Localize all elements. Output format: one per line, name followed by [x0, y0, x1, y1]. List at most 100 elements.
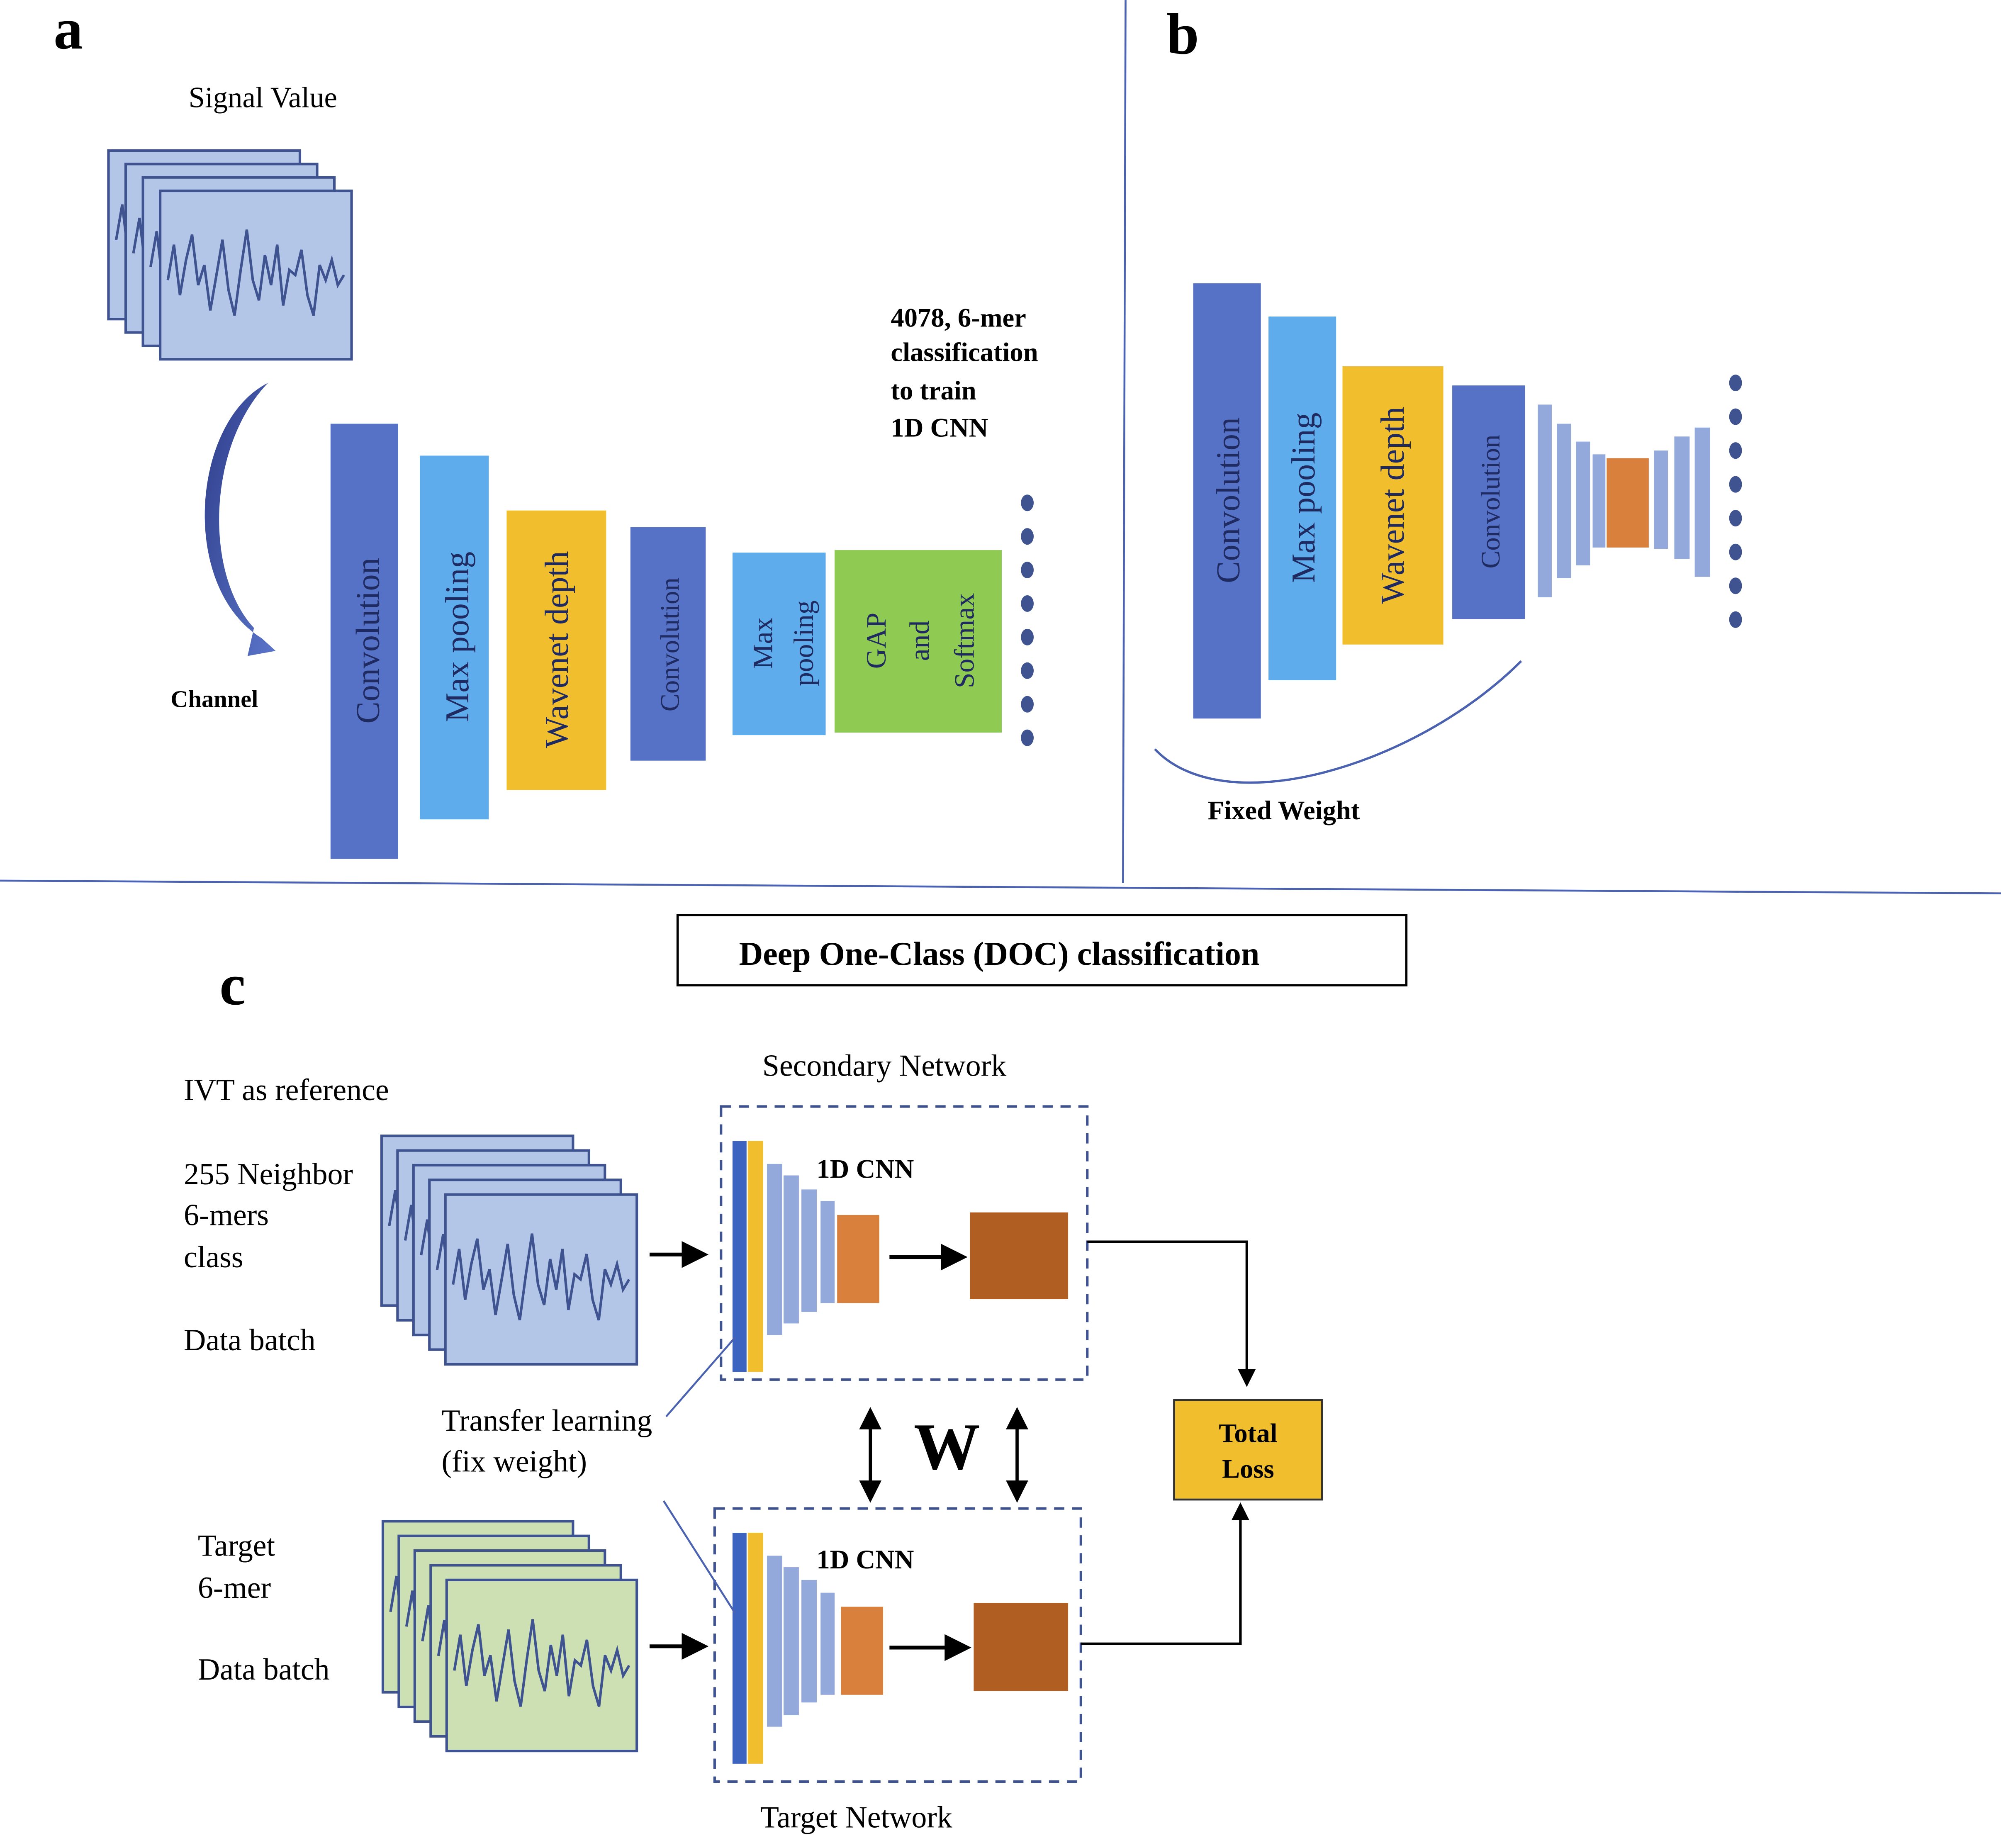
divider-vertical: [1123, 0, 1125, 883]
panel-a: a Signal Value Channel 4078, 6-mer class…: [54, 0, 1038, 859]
signal-value-label: Signal Value: [189, 82, 337, 114]
secondary-cnn-yellow: [748, 1141, 763, 1372]
note-line-4: 1D CNN: [891, 412, 988, 442]
a-maxpool2-label-2: pooling: [788, 600, 819, 686]
secondary-to-loss-connector: [1087, 1242, 1247, 1383]
funnel-bar: [1695, 428, 1710, 577]
funnel-bar: [820, 1201, 835, 1303]
neighbor-label-2: 6-mers: [184, 1198, 269, 1232]
target-label-1: Target: [198, 1528, 275, 1562]
output-dot: [1021, 494, 1034, 511]
b-conv2-label: Convolution: [1475, 435, 1505, 569]
output-dot: [1729, 375, 1742, 391]
secondary-network-label: Secondary Network: [762, 1049, 1006, 1083]
funnel-bar: [820, 1593, 835, 1695]
panel-c-letter: c: [219, 952, 246, 1017]
funnel-bar: [784, 1567, 799, 1715]
panel-b-letter: b: [1166, 1, 1199, 66]
transfer-label-1: Transfer learning: [441, 1403, 652, 1437]
target-output-brown: [974, 1603, 1068, 1691]
target-label-2: 6-mer: [198, 1570, 271, 1605]
panel-c: Deep One-Class (DOC) classification c IV…: [184, 915, 1406, 1834]
target-signal-stack: [383, 1521, 637, 1751]
funnel-bar: [1557, 424, 1571, 578]
funnel-bar: [1576, 442, 1590, 565]
transfer-pointer-top: [666, 1337, 735, 1417]
b-maxpool-label: Max pooling: [1285, 412, 1322, 583]
a-softmax-label: Softmax: [949, 593, 980, 688]
target-batch-label: Data batch: [198, 1652, 330, 1686]
output-dot: [1021, 696, 1034, 713]
output-dot: [1729, 442, 1742, 459]
output-dot: [1729, 510, 1742, 526]
target-feature-orange: [841, 1607, 883, 1695]
output-dot: [1729, 611, 1742, 628]
transfer-label-2: (fix weight): [441, 1444, 587, 1478]
output-dot: [1021, 629, 1034, 645]
classification-note: 4078, 6-mer classification to train 1D C…: [891, 303, 1038, 443]
w-label: W: [914, 1410, 980, 1483]
divider-horizontal: [0, 881, 2001, 894]
transfer-pointer-bottom: [664, 1501, 735, 1613]
output-dot: [1729, 409, 1742, 425]
total-loss-label-2: Loss: [1222, 1454, 1274, 1484]
funnel-bar: [1538, 404, 1552, 597]
target-cnn-label: 1D CNN: [816, 1544, 914, 1574]
a-gap-label: GAP: [861, 613, 892, 669]
neighbor-label-1: 255 Neighbor: [184, 1157, 353, 1191]
funnel-bar: [1607, 458, 1649, 548]
a-conv1-label: Convolution: [350, 558, 387, 724]
b-wavenet-label: Wavenet depth: [1375, 407, 1411, 604]
output-dot: [1729, 544, 1742, 560]
output-dot: [1021, 730, 1034, 746]
signal-stack: [109, 151, 352, 359]
funnel-bar: [801, 1189, 817, 1312]
output-dot: [1021, 528, 1034, 545]
panel-b: b Convolution Max pooling Wavenet depth …: [1155, 1, 1742, 825]
a-output-dots: [1021, 494, 1034, 746]
target-to-loss-connector: [1081, 1506, 1241, 1643]
panel-a-letter: a: [54, 0, 83, 61]
neighbor-label-3: class: [184, 1240, 243, 1274]
funnel-bar: [767, 1556, 782, 1726]
fixed-weight-label: Fixed Weight: [1208, 795, 1360, 825]
output-dot: [1021, 662, 1034, 679]
ivt-reference-label: IVT as reference: [184, 1073, 389, 1107]
output-dot: [1729, 577, 1742, 594]
secondary-cnn-funnel: [767, 1164, 835, 1335]
total-loss-box: [1174, 1400, 1322, 1500]
secondary-cnn-label: 1D CNN: [816, 1154, 914, 1184]
note-line-2: classification: [891, 337, 1038, 367]
a-maxpool2-label-1: Max: [747, 617, 778, 669]
output-dot: [1729, 476, 1742, 493]
funnel-bar: [801, 1580, 817, 1702]
target-cnn-yellow: [748, 1533, 763, 1764]
target-cnn-conv: [733, 1533, 747, 1764]
a-wavenet-label: Wavenet depth: [539, 551, 575, 748]
curved-arrow-icon: [205, 383, 276, 656]
note-line-3: to train: [891, 375, 976, 405]
channel-label: Channel: [170, 685, 258, 712]
a-conv2-label: Convolution: [655, 577, 685, 711]
doc-title: Deep One-Class (DOC) classification: [739, 936, 1259, 972]
funnel-bar: [767, 1164, 782, 1335]
funnel-bar: [784, 1176, 799, 1324]
b-output-dots: [1729, 375, 1742, 628]
funnel-bar: [1654, 450, 1668, 549]
a-maxpool1-label: Max pooling: [439, 552, 476, 722]
target-network-label: Target Network: [760, 1800, 952, 1834]
funnel-bar: [1674, 436, 1689, 559]
total-loss-label-1: Total: [1219, 1418, 1277, 1448]
a-and-label: and: [904, 620, 935, 661]
output-dot: [1021, 562, 1034, 578]
target-cnn-funnel: [767, 1556, 835, 1726]
note-line-1: 4078, 6-mer: [891, 303, 1026, 333]
secondary-output-brown: [970, 1213, 1068, 1299]
output-dot: [1021, 595, 1034, 612]
b-conv1-label: Convolution: [1210, 417, 1246, 583]
secondary-feature-orange: [837, 1215, 879, 1303]
reference-signal-stack: [382, 1136, 637, 1364]
b-funnel: [1538, 404, 1710, 597]
data-batch-label: Data batch: [184, 1323, 316, 1357]
